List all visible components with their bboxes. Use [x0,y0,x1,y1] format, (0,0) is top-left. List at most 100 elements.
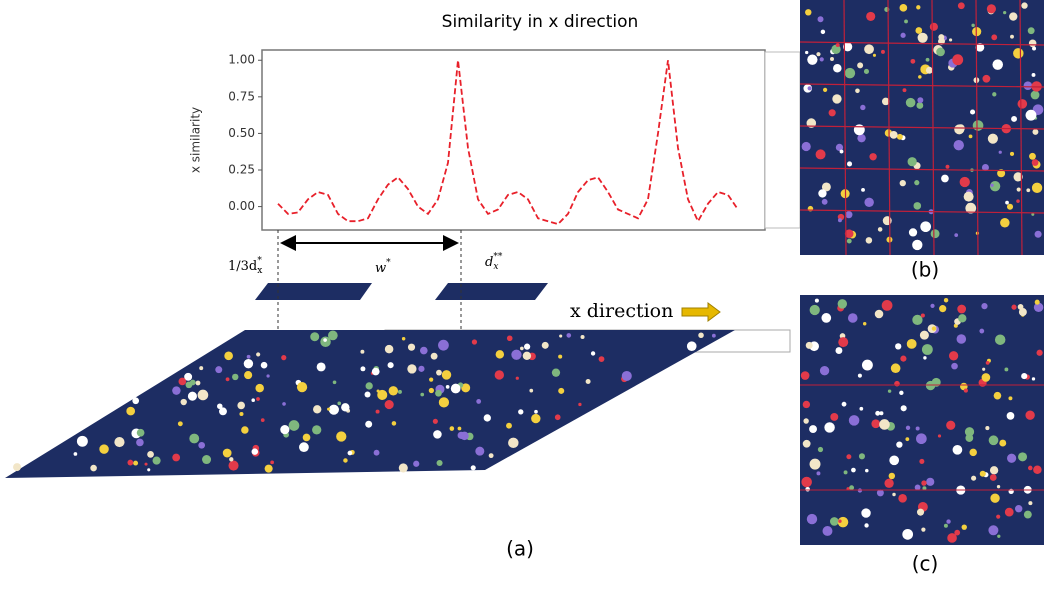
flower [908,228,918,237]
flower [830,412,839,421]
flower [529,388,534,393]
flower [957,2,965,10]
flower [879,419,890,430]
flower [988,435,999,446]
y-tick-label: 0.50 [228,126,255,140]
flower [1031,73,1036,77]
flower [872,53,876,57]
flower [172,386,181,395]
flower [177,421,183,427]
y-tick-label: 0.00 [228,199,255,213]
flower [260,361,268,369]
flower [809,304,820,316]
flower [828,109,836,117]
flower [864,197,874,208]
tile-seam [799,83,1044,88]
flower [969,448,977,457]
flower [830,56,834,61]
flower [364,391,371,398]
flower [419,346,428,355]
flower [428,387,435,394]
flower [541,341,549,349]
data-line [277,60,739,226]
left-sup: * [257,256,262,266]
flower [881,97,890,106]
flower [449,426,455,431]
flower [946,519,951,524]
flower [912,239,923,251]
flower [224,351,233,361]
flower [1031,212,1035,216]
flower [915,27,923,34]
flower [806,513,818,525]
flower [998,150,1002,154]
flower [438,397,450,408]
flower [270,460,274,465]
flower [835,347,843,355]
flower [461,383,471,393]
flower [863,68,870,74]
flower [1018,452,1028,462]
flower [387,362,394,369]
flower [280,425,290,435]
flower [816,471,821,476]
flower [943,523,948,528]
flower [821,182,831,192]
flower [835,143,844,152]
flower [518,409,524,415]
flower [866,11,876,21]
flower [975,42,985,52]
flower [824,422,835,433]
flower [823,87,828,92]
flower [13,463,22,472]
flower [1009,12,1018,21]
flower [1025,109,1037,121]
flower [1027,465,1033,471]
flower [551,368,561,377]
flower [814,298,819,303]
flower [923,356,927,360]
flower [522,351,532,361]
flower [904,19,908,24]
flower [981,303,988,310]
flower [197,389,209,401]
flower [251,398,255,402]
flower [990,493,1000,503]
flower [457,426,462,431]
flower [488,453,494,459]
flower [413,460,420,467]
flower [407,364,417,374]
flower [951,362,958,370]
flower [256,397,260,401]
flower [982,74,991,83]
flower [937,434,942,438]
flower [936,47,945,57]
flower [917,32,928,43]
flower [1028,501,1033,506]
flower [987,133,998,144]
width-main: w [375,261,386,276]
flower [861,359,873,371]
flower [1016,199,1020,203]
flower [989,474,997,481]
left-main: 1/3d [228,259,257,274]
flower [1014,505,1023,513]
flower [875,410,881,416]
flower [198,441,206,449]
flower [189,433,200,444]
tile-seam [799,41,1044,46]
tile-left [255,283,372,300]
flower [397,389,402,394]
flower [441,370,452,380]
flower [817,16,824,23]
flower [327,407,331,411]
flower [902,528,914,540]
flower [1034,230,1042,238]
flower [365,420,373,428]
flower [899,180,906,187]
flower [215,366,223,374]
flower [511,349,522,360]
flower [989,180,1001,192]
flower [99,444,109,454]
flower [558,354,563,359]
